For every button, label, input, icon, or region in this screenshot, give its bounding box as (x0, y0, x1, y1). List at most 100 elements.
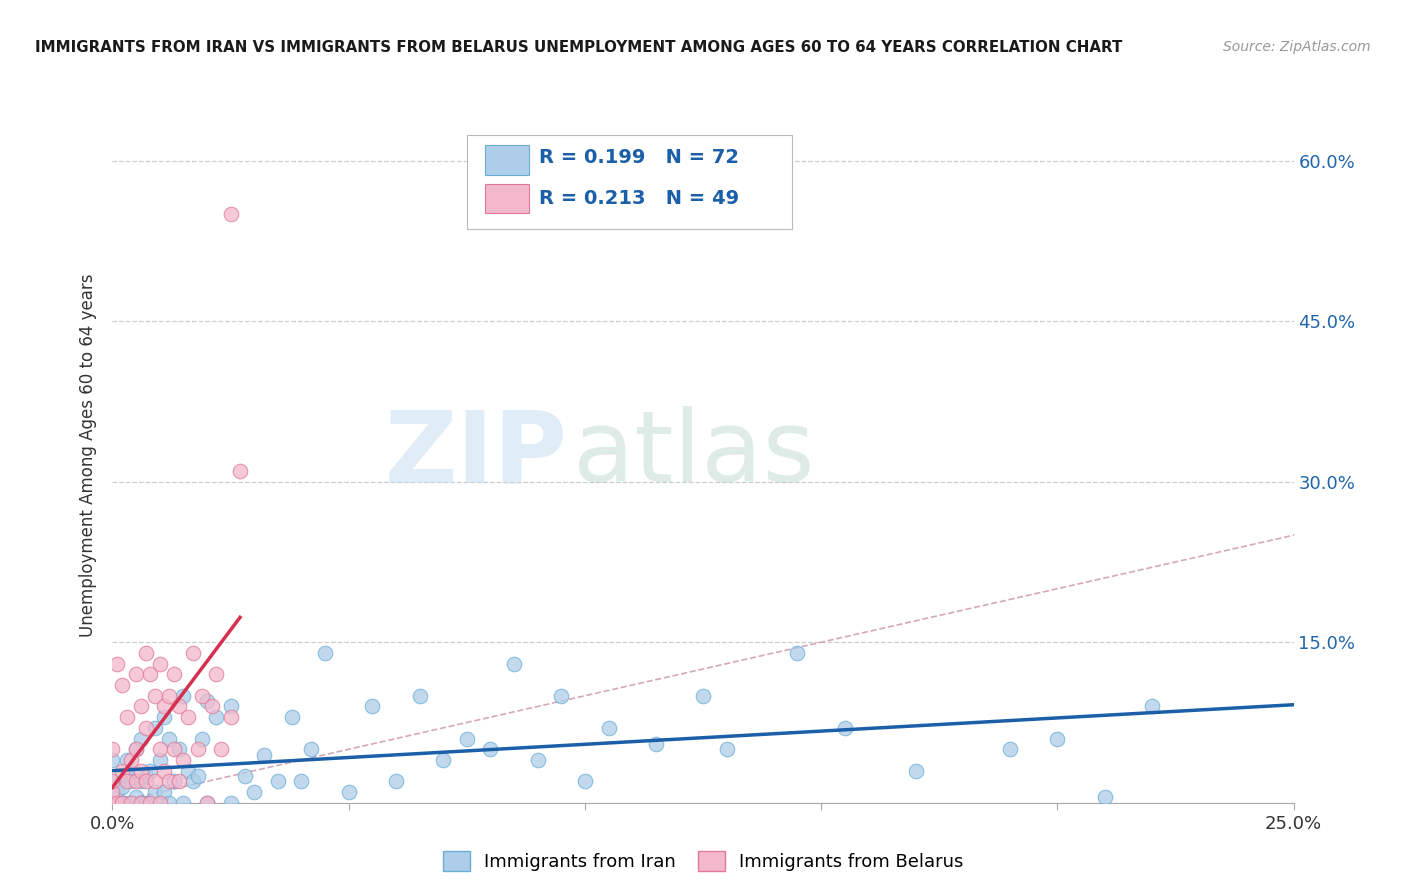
Point (101, 785, 124, 799)
Point (361, 699, 384, 714)
Text: atlas: atlas (574, 407, 814, 503)
Text: R = 0.213   N = 49: R = 0.213 N = 49 (538, 189, 740, 208)
Point (125, 774, 148, 789)
Point (337, 785, 360, 799)
Point (998, 742, 1021, 756)
Point (550, 689, 572, 703)
Point (111, 780, 134, 794)
Point (167, 774, 190, 789)
Point (191, 689, 214, 703)
Point (105, 785, 128, 799)
Point (163, 667, 186, 681)
Point (101, 753, 124, 767)
Point (111, 678, 134, 692)
Point (167, 699, 190, 714)
Point (125, 742, 148, 756)
Point (105, 796, 128, 810)
Point (111, 796, 134, 810)
Point (172, 796, 194, 810)
Point (290, 774, 312, 789)
Point (456, 731, 478, 746)
Point (149, 796, 172, 810)
Point (135, 646, 157, 660)
Point (195, 796, 218, 810)
Point (479, 742, 502, 756)
Text: R = 0.199   N = 72: R = 0.199 N = 72 (538, 148, 738, 168)
Point (644, 737, 666, 751)
Point (432, 753, 454, 767)
Point (101, 742, 124, 756)
Point (1140, 699, 1163, 714)
Point (149, 742, 172, 756)
FancyBboxPatch shape (467, 135, 792, 229)
Point (120, 796, 142, 810)
Point (209, 742, 232, 756)
Point (101, 796, 124, 810)
Point (219, 207, 242, 221)
Y-axis label: Unemployment Among Ages 60 to 64 years: Unemployment Among Ages 60 to 64 years (79, 273, 97, 637)
Point (135, 721, 157, 735)
Point (129, 731, 152, 746)
FancyBboxPatch shape (485, 185, 530, 213)
Point (191, 731, 214, 746)
Point (526, 753, 548, 767)
Point (219, 796, 242, 810)
Point (129, 699, 152, 714)
Point (233, 769, 256, 783)
Point (120, 753, 142, 767)
Point (186, 769, 208, 783)
Point (157, 774, 180, 789)
Point (149, 657, 172, 671)
Point (143, 774, 166, 789)
Point (177, 764, 200, 778)
Point (314, 646, 336, 660)
Point (153, 710, 176, 724)
Point (904, 764, 927, 778)
Point (157, 796, 180, 810)
Point (101, 774, 124, 789)
Text: IMMIGRANTS FROM IRAN VS IMMIGRANTS FROM BELARUS UNEMPLOYMENT AMONG AGES 60 TO 64: IMMIGRANTS FROM IRAN VS IMMIGRANTS FROM … (35, 40, 1122, 55)
Point (1046, 731, 1069, 746)
Point (408, 689, 430, 703)
Point (253, 747, 276, 762)
Point (157, 731, 180, 746)
Legend: Immigrants from Iran, Immigrants from Belarus: Immigrants from Iran, Immigrants from Be… (436, 844, 970, 879)
Point (172, 689, 194, 703)
Point (157, 689, 180, 703)
Point (181, 774, 204, 789)
Point (195, 694, 218, 708)
Point (139, 667, 162, 681)
Point (163, 774, 186, 789)
Point (115, 753, 138, 767)
Point (219, 699, 242, 714)
Point (139, 796, 162, 810)
Point (129, 796, 152, 810)
Point (385, 774, 408, 789)
Point (135, 769, 157, 783)
Point (163, 742, 186, 756)
Point (115, 710, 138, 724)
Point (129, 774, 152, 789)
Point (219, 710, 242, 724)
Point (229, 464, 252, 478)
Point (299, 742, 322, 756)
Point (135, 774, 157, 789)
Point (101, 774, 124, 789)
FancyBboxPatch shape (485, 145, 530, 175)
Point (129, 764, 152, 778)
Point (125, 667, 148, 681)
Point (105, 796, 128, 810)
Point (129, 796, 152, 810)
Point (267, 774, 290, 789)
Point (105, 657, 128, 671)
Point (574, 774, 596, 789)
Point (120, 774, 142, 789)
Point (143, 721, 166, 735)
Point (195, 796, 218, 810)
Point (153, 785, 176, 799)
Point (135, 796, 157, 810)
Point (503, 657, 526, 671)
Point (153, 764, 176, 778)
Point (153, 699, 176, 714)
Point (139, 764, 162, 778)
